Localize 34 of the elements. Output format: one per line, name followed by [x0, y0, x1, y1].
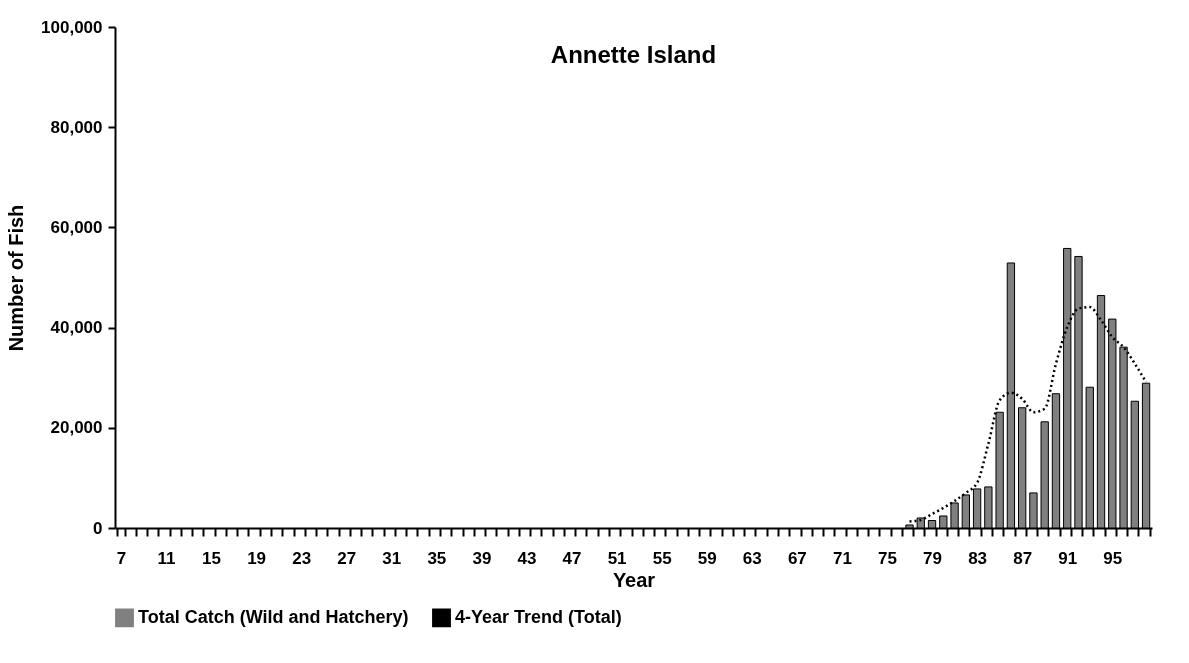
legend-label: 4-Year Trend (Total): [455, 606, 622, 627]
x-tick-label: 83: [968, 548, 988, 568]
x-tick-label: 67: [787, 548, 807, 568]
x-tick-label: 95: [1103, 548, 1123, 568]
x-tick-label: 15: [202, 548, 221, 568]
x-tick-label: 23: [292, 548, 312, 568]
x-tick-label: 47: [562, 548, 582, 568]
text: Annette Island: [550, 41, 717, 68]
x-tick-label: 35: [427, 548, 447, 568]
x-tick-label: 59: [697, 548, 717, 568]
legend-label: Total Catch (Wild and Hatchery): [138, 606, 409, 627]
y-axis-title: Number of Fish: [5, 204, 28, 352]
x-tick-label: 11: [157, 548, 176, 568]
x-tick-label: 43: [517, 548, 537, 568]
x-tick-label: 55: [652, 548, 672, 568]
x-tick-label: 75: [878, 548, 897, 568]
x-tick-label: 27: [337, 548, 357, 568]
x-tick-label: 71: [832, 548, 852, 568]
y-tick-label: 0: [93, 518, 103, 538]
x-tick-label: 87: [1013, 548, 1033, 568]
x-tick-label: 51: [607, 548, 627, 568]
y-tick-label: 40,000: [50, 318, 103, 338]
x-tick-label: 91: [1058, 548, 1078, 568]
x-tick-label: 39: [472, 548, 492, 568]
x-tick-label: 7: [116, 548, 127, 568]
y-tick-label: 60,000: [50, 217, 103, 237]
x-tick-label: 63: [742, 548, 762, 568]
x-tick-label: 31: [382, 548, 402, 568]
x-axis-title: Year: [612, 568, 656, 591]
y-tick-label: 20,000: [50, 418, 103, 438]
y-tick-label: 100,000: [41, 17, 103, 37]
x-tick-label: 79: [923, 548, 942, 568]
x-tick-label: 19: [247, 548, 267, 568]
y-tick-label: 80,000: [50, 117, 103, 137]
